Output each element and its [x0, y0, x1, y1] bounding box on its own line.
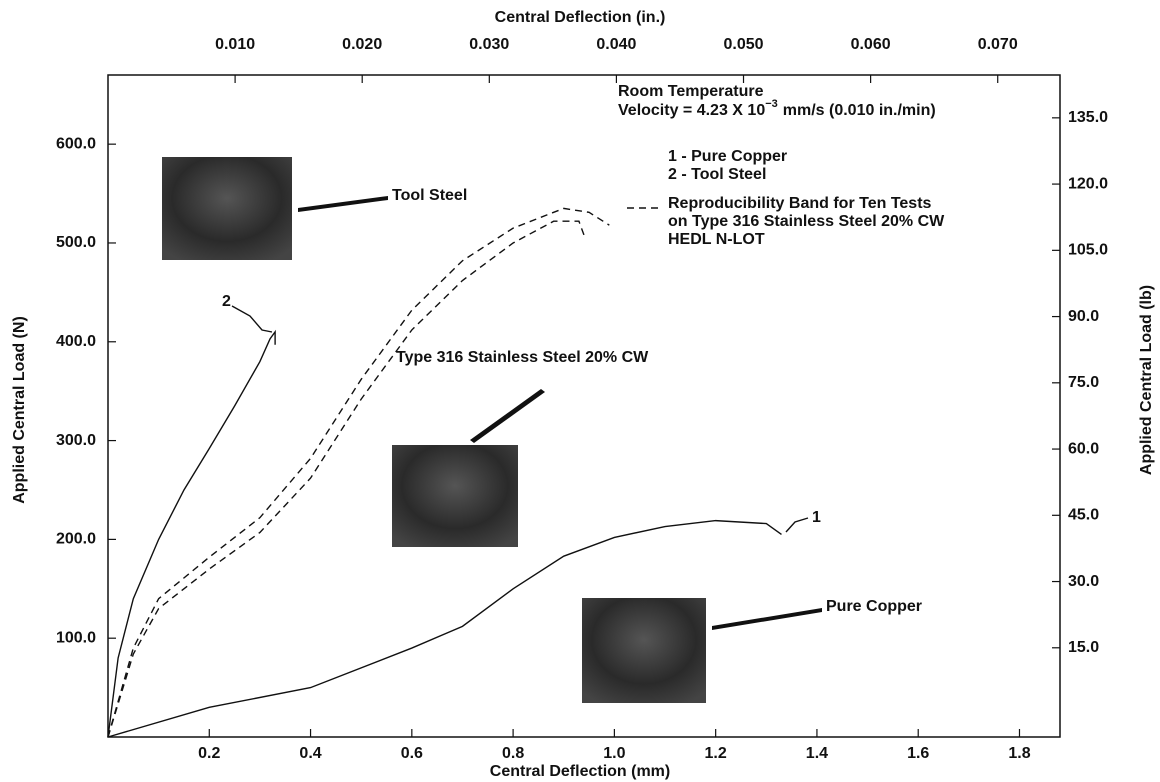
x-tick-label: 1.0 — [603, 745, 625, 762]
x-tick-label: 1.4 — [806, 745, 828, 762]
y2-axis-title: Applied Central Load (lb) — [1138, 285, 1155, 475]
annotation: Tool Steel — [392, 187, 467, 204]
y2-tick-label: 135.0 — [1068, 109, 1108, 126]
y2-tick-label: 75.0 — [1068, 374, 1099, 391]
photo-stainless — [392, 445, 518, 547]
y2-tick-label: 90.0 — [1068, 308, 1099, 325]
x-tick-label: 0.4 — [299, 745, 321, 762]
photo-copper — [582, 598, 706, 703]
condition: Room Temperature — [618, 83, 764, 100]
series-line — [107, 220, 585, 738]
x-axis-title: Central Deflection (mm) — [490, 763, 670, 780]
x-tick-label: 0.2 — [198, 745, 220, 762]
pointer — [712, 608, 822, 630]
x-tick-label: 1.8 — [1008, 745, 1030, 762]
x-tick-label: 1.6 — [907, 745, 929, 762]
y-tick-label: 100.0 — [56, 629, 96, 646]
condition: Velocity = 4.23 X 10−3 mm/s (0.010 in./mi… — [618, 98, 936, 119]
x2-axis-title: Central Deflection (in.) — [495, 9, 666, 26]
x-tick-label: 0.8 — [502, 745, 524, 762]
y2-tick-label: 105.0 — [1068, 242, 1108, 259]
annotation: Type 316 Stainless Steel 20% CW — [396, 349, 649, 366]
pointer — [298, 196, 388, 212]
y-axis-title: Applied Central Load (N) — [11, 316, 28, 504]
y-tick-label: 300.0 — [56, 432, 96, 449]
series-label: 1 — [812, 509, 821, 526]
x2-tick-label: 0.070 — [978, 36, 1018, 53]
legend-entry: 1 - Pure Copper — [668, 148, 787, 165]
legend-entry: Reproducibility Band for Ten Tests — [668, 195, 932, 212]
y-tick-label: 200.0 — [56, 531, 96, 548]
x2-tick-label: 0.050 — [723, 36, 763, 53]
series-line — [107, 207, 610, 738]
annotation: Pure Copper — [826, 598, 922, 615]
y2-tick-label: 15.0 — [1068, 639, 1099, 656]
series-label: 2 — [222, 293, 231, 310]
x2-tick-label: 0.060 — [851, 36, 891, 53]
pointer — [231, 305, 273, 333]
x2-tick-label: 0.020 — [342, 36, 382, 53]
pointer — [785, 517, 809, 533]
x-tick-label: 1.2 — [705, 745, 727, 762]
condition-part: Velocity = 4.23 X 10 — [618, 102, 765, 119]
y2-tick-label: 45.0 — [1068, 507, 1099, 524]
condition-exponent: −3 — [765, 98, 778, 110]
x2-tick-label: 0.030 — [469, 36, 509, 53]
condition-part: mm/s (0.010 in./min) — [783, 102, 936, 119]
legend-entry: HEDL N-LOT — [668, 231, 765, 248]
series-line — [107, 519, 782, 738]
photo-tool-steel — [162, 157, 292, 260]
legend-entry: 2 - Tool Steel — [668, 166, 766, 183]
y-tick-label: 400.0 — [56, 333, 96, 350]
y2-tick-label: 60.0 — [1068, 440, 1099, 457]
plot-frame — [107, 74, 1061, 738]
legend-entry: on Type 316 Stainless Steel 20% CW — [668, 213, 945, 230]
x-tick-label: 0.6 — [401, 745, 423, 762]
y2-tick-label: 120.0 — [1068, 175, 1108, 192]
x2-tick-label: 0.040 — [596, 36, 636, 53]
pointer — [470, 389, 545, 443]
y-tick-label: 500.0 — [56, 234, 96, 251]
y2-tick-label: 30.0 — [1068, 573, 1099, 590]
x2-tick-label: 0.010 — [215, 36, 255, 53]
y-tick-label: 600.0 — [56, 135, 96, 152]
series-line — [107, 329, 276, 738]
